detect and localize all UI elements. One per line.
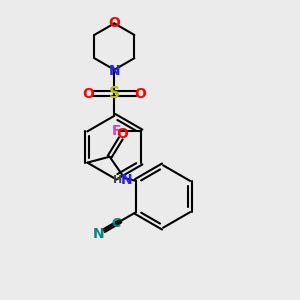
Text: H: H	[113, 175, 122, 184]
Text: O: O	[116, 128, 128, 141]
Text: N: N	[93, 227, 105, 241]
Text: C: C	[111, 217, 121, 230]
Text: O: O	[82, 86, 94, 100]
Text: N: N	[121, 172, 133, 187]
Text: O: O	[134, 86, 146, 100]
Text: N: N	[109, 64, 120, 78]
Text: F: F	[111, 124, 121, 138]
Text: S: S	[109, 86, 120, 101]
Text: O: O	[108, 16, 120, 30]
